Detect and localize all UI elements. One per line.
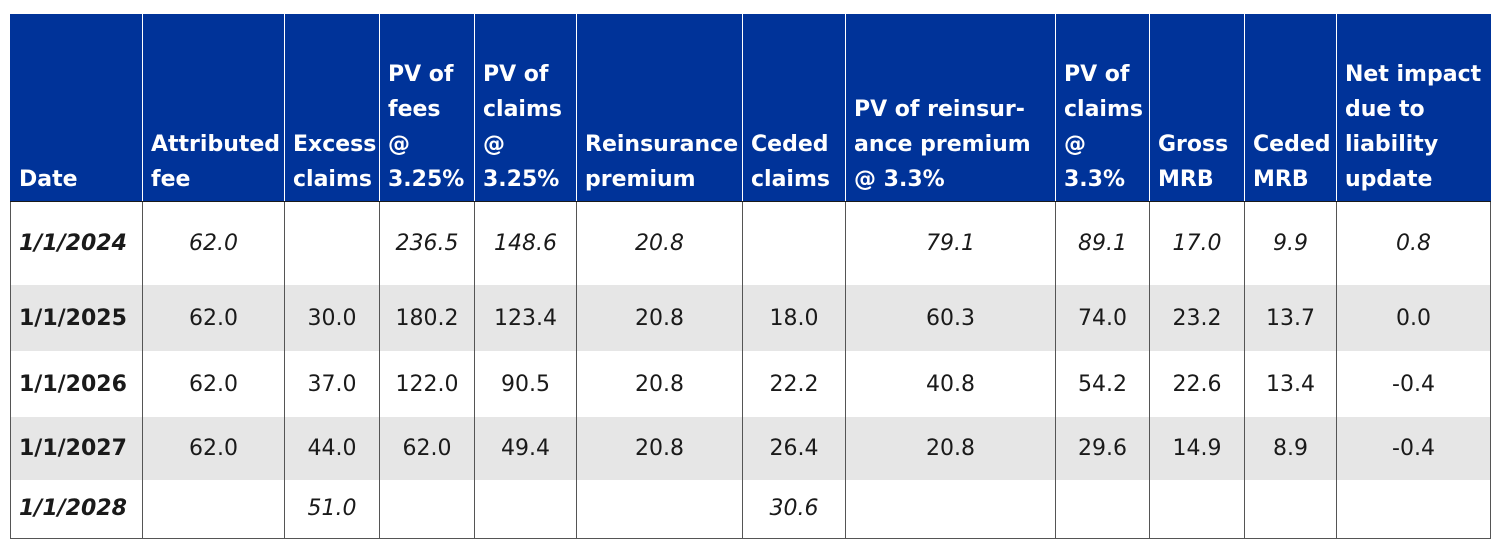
cell-net-impact: -0.4 [1336, 351, 1491, 417]
cell-reinsurance-premium: 20.8 [576, 285, 743, 351]
cell-ceded-mrb: 13.4 [1244, 351, 1337, 417]
cell-pv-reinsurance-premium: 60.3 [845, 285, 1056, 351]
header-pv-of-fees: PV of fees @ 3.25% [379, 14, 475, 202]
header-attributed-fee: Attributed fee [142, 14, 285, 202]
header-gross-mrb: Gross MRB [1149, 14, 1245, 202]
cell-reinsurance-premium: 20.8 [576, 201, 743, 285]
cell-date: 1/1/2026 [10, 351, 143, 417]
cell-pv-of-claims-325: 90.5 [474, 351, 577, 417]
cell-reinsurance-premium [576, 480, 743, 539]
table-header: Date Attributed fee Excess claims PV of … [10, 14, 1491, 202]
cell-excess-claims: 44.0 [284, 417, 380, 480]
header-date: Date [10, 14, 143, 202]
cell-ceded-mrb: 13.7 [1244, 285, 1337, 351]
cell-pv-of-claims-33 [1055, 480, 1150, 539]
cell-net-impact: 0.8 [1336, 201, 1491, 285]
cell-ceded-mrb: 9.9 [1244, 201, 1337, 285]
mrb-reinsurance-table: Date Attributed fee Excess claims PV of … [10, 14, 1491, 539]
cell-pv-of-claims-33: 29.6 [1055, 417, 1150, 480]
cell-attributed-fee: 62.0 [142, 201, 285, 285]
cell-pv-of-claims-325: 49.4 [474, 417, 577, 480]
table-row: 1/1/2026 62.0 37.0 122.0 90.5 20.8 22.2 … [10, 351, 1491, 417]
cell-pv-reinsurance-premium: 40.8 [845, 351, 1056, 417]
header-ceded-claims: Ceded claims [742, 14, 846, 202]
cell-pv-of-fees: 122.0 [379, 351, 475, 417]
cell-excess-claims: 51.0 [284, 480, 380, 539]
cell-ceded-mrb: 8.9 [1244, 417, 1337, 480]
cell-gross-mrb: 22.6 [1149, 351, 1245, 417]
cell-gross-mrb: 14.9 [1149, 417, 1245, 480]
cell-ceded-mrb [1244, 480, 1337, 539]
header-excess-claims: Excess claims [284, 14, 380, 202]
cell-pv-of-claims-33: 54.2 [1055, 351, 1150, 417]
cell-ceded-claims: 18.0 [742, 285, 846, 351]
cell-pv-of-fees: 180.2 [379, 285, 475, 351]
cell-reinsurance-premium: 20.8 [576, 417, 743, 480]
header-pv-of-claims-325: PV of claims @ 3.25% [474, 14, 577, 202]
cell-net-impact [1336, 480, 1491, 539]
cell-gross-mrb [1149, 480, 1245, 539]
header-reinsurance-premium: Reinsurance premium [576, 14, 743, 202]
cell-pv-of-claims-33: 74.0 [1055, 285, 1150, 351]
cell-date: 1/1/2028 [10, 480, 143, 539]
cell-pv-reinsurance-premium [845, 480, 1056, 539]
header-ceded-mrb: Ceded MRB [1244, 14, 1337, 202]
header-row: Date Attributed fee Excess claims PV of … [10, 14, 1491, 202]
cell-date: 1/1/2027 [10, 417, 143, 480]
cell-ceded-claims [742, 201, 846, 285]
cell-date: 1/1/2025 [10, 285, 143, 351]
header-pv-of-claims-33: PV of claims @ 3.3% [1055, 14, 1150, 202]
cell-pv-of-claims-325: 123.4 [474, 285, 577, 351]
table-body: 1/1/2024 62.0 236.5 148.6 20.8 79.1 89.1… [10, 201, 1491, 539]
cell-attributed-fee [142, 480, 285, 539]
cell-net-impact: -0.4 [1336, 417, 1491, 480]
header-net-impact: Net impact due to liability update [1336, 14, 1491, 202]
cell-excess-claims: 37.0 [284, 351, 380, 417]
cell-pv-reinsurance-premium: 79.1 [845, 201, 1056, 285]
table-row: 1/1/2024 62.0 236.5 148.6 20.8 79.1 89.1… [10, 201, 1491, 285]
cell-date: 1/1/2024 [10, 201, 143, 285]
cell-excess-claims: 30.0 [284, 285, 380, 351]
cell-pv-reinsurance-premium: 20.8 [845, 417, 1056, 480]
cell-gross-mrb: 23.2 [1149, 285, 1245, 351]
cell-reinsurance-premium: 20.8 [576, 351, 743, 417]
cell-attributed-fee: 62.0 [142, 285, 285, 351]
cell-pv-of-claims-325 [474, 480, 577, 539]
table-row: 1/1/2027 62.0 44.0 62.0 49.4 20.8 26.4 2… [10, 417, 1491, 480]
table-row: 1/1/2025 62.0 30.0 180.2 123.4 20.8 18.0… [10, 285, 1491, 351]
cell-attributed-fee: 62.0 [142, 417, 285, 480]
cell-pv-of-claims-325: 148.6 [474, 201, 577, 285]
cell-excess-claims [284, 201, 380, 285]
cell-pv-of-fees: 62.0 [379, 417, 475, 480]
cell-pv-of-fees [379, 480, 475, 539]
cell-attributed-fee: 62.0 [142, 351, 285, 417]
cell-pv-of-claims-33: 89.1 [1055, 201, 1150, 285]
table-container: Date Attributed fee Excess claims PV of … [10, 14, 1491, 539]
table-row: 1/1/2028 51.0 30.6 [10, 480, 1491, 539]
cell-net-impact: 0.0 [1336, 285, 1491, 351]
header-pv-reinsurance-premium: PV of reinsur- ance premium @ 3.3% [845, 14, 1056, 202]
cell-ceded-claims: 26.4 [742, 417, 846, 480]
cell-gross-mrb: 17.0 [1149, 201, 1245, 285]
cell-pv-of-fees: 236.5 [379, 201, 475, 285]
cell-ceded-claims: 22.2 [742, 351, 846, 417]
cell-ceded-claims: 30.6 [742, 480, 846, 539]
